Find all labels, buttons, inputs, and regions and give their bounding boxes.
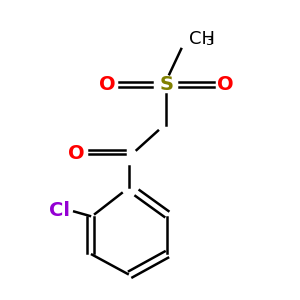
Text: O: O: [217, 75, 233, 94]
Text: O: O: [68, 144, 85, 163]
Text: Cl: Cl: [49, 201, 70, 220]
Text: 3: 3: [205, 35, 213, 48]
Text: CH: CH: [189, 29, 214, 47]
Text: S: S: [159, 75, 173, 94]
Text: O: O: [99, 75, 115, 94]
